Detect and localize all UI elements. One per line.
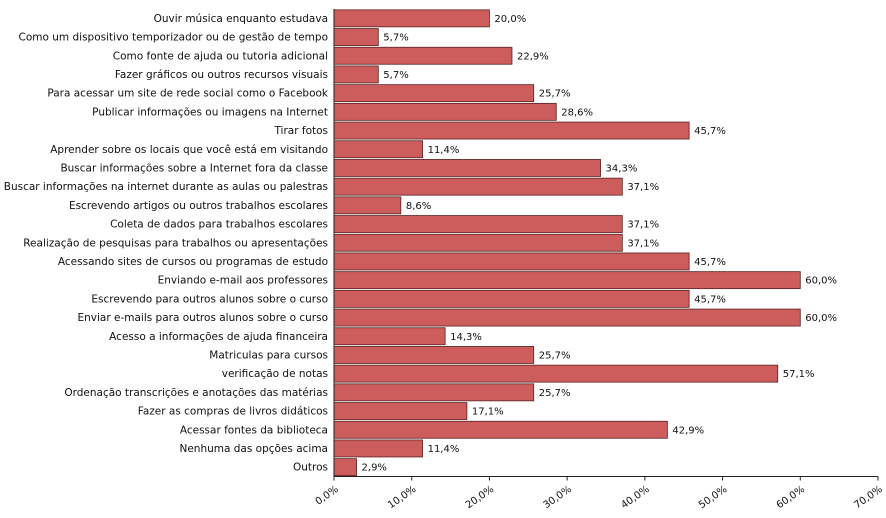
data-label: 2,9% [362, 463, 387, 474]
bar [333, 177, 623, 196]
data-label: 11,4% [428, 444, 460, 455]
data-label: 20,0% [494, 14, 526, 25]
data-label: 25,7% [539, 89, 571, 100]
bar [333, 458, 357, 477]
data-label: 60,0% [805, 313, 837, 324]
data-label: 22,9% [517, 51, 549, 62]
x-tick-label: 60,0% [775, 484, 807, 511]
bar [333, 271, 801, 290]
x-tick-label: 20,0% [464, 484, 496, 511]
category-label: Publicar informações ou imagens na Inter… [92, 106, 328, 118]
category-label: Nenhuma das opções acima [179, 443, 328, 455]
bar [333, 140, 423, 159]
category-label: Ordenação transcrições e anotações das m… [64, 387, 328, 399]
bar [333, 364, 779, 383]
category-label: Para acessar um site de rede social como… [47, 88, 329, 100]
data-label: 14,3% [450, 332, 482, 343]
bar [333, 159, 601, 177]
category-label: Acessar fontes da biblioteca [180, 424, 328, 436]
x-tick-label: 50,0% [697, 484, 729, 511]
category-label: Coleta de dados para trabalhos escolares [110, 219, 328, 231]
category-label: Buscar informações sobre a Internet fora… [60, 162, 328, 174]
data-label: 37,1% [627, 220, 659, 231]
x-tick-label: 30,0% [542, 484, 574, 511]
bar [333, 46, 513, 65]
bar [333, 252, 690, 271]
bar [333, 327, 446, 346]
bar [333, 308, 801, 327]
x-tick-label: 10,0% [386, 484, 418, 511]
data-label: 34,3% [606, 163, 638, 174]
category-label: Escrevendo para outros alunos sobre o cu… [91, 293, 328, 305]
bar [333, 9, 490, 28]
category-label: verificação de notas [222, 368, 328, 380]
bar [333, 439, 423, 458]
data-label: 42,9% [672, 425, 704, 436]
data-label: 45,7% [694, 126, 726, 137]
x-tick-label: 40,0% [619, 484, 651, 511]
data-label: 57,1% [783, 369, 815, 380]
data-label: 37,1% [627, 182, 659, 193]
category-label: Acesso a informações de ajuda financeira [109, 331, 328, 343]
category-label: Enviando e-mail aos professores [158, 275, 328, 287]
data-label: 45,7% [694, 294, 726, 305]
category-label: Fazer as compras de livros didáticos [138, 406, 328, 418]
x-tick-label: 0,0% [314, 484, 341, 508]
bar [333, 402, 468, 420]
category-label: Como fonte de ajuda ou tutoria adicional [113, 50, 328, 62]
data-label: 37,1% [627, 238, 659, 249]
category-label: Realização de pesquisas para trabalhos o… [23, 237, 328, 249]
bar [333, 65, 379, 84]
category-label: Como um dispositivo temporizador ou de g… [19, 32, 328, 44]
bar [333, 121, 690, 140]
data-label: 25,7% [539, 350, 571, 361]
bar [333, 196, 402, 215]
data-label: 11,4% [428, 145, 460, 156]
category-label: Fazer gráficos ou outros recursos visuai… [115, 69, 328, 81]
category-label: Acessando sites de cursos ou programas d… [58, 256, 328, 268]
data-label: 45,7% [694, 257, 726, 268]
data-label: 17,1% [472, 407, 504, 418]
category-label: Tirar fotos [273, 125, 328, 137]
labels-layer: Ouvir música enquanto estudava 20,0% Como … [4, 13, 837, 474]
data-label: 5,7% [383, 70, 408, 81]
data-label: 25,7% [539, 388, 571, 399]
category-label: Outros [293, 462, 328, 474]
category-label: Ouvir música enquanto estudava [154, 13, 328, 25]
bar [333, 28, 379, 46]
bar [333, 289, 690, 308]
category-label: Matriculas para cursos [209, 349, 328, 361]
data-label: 28,6% [561, 107, 593, 118]
category-label: Buscar informações na internet durante a… [4, 181, 328, 193]
data-label: 60,0% [805, 276, 837, 287]
bar [333, 233, 623, 252]
data-label: 8,6% [406, 201, 431, 212]
bar [333, 420, 668, 439]
category-label: Enviar e-mails para outros alunos sobre … [77, 312, 328, 324]
bar [333, 215, 623, 233]
bar [333, 346, 535, 364]
bar [333, 84, 535, 103]
bar [333, 383, 535, 402]
data-label: 5,7% [383, 33, 408, 44]
x-tick-label: 70,0% [852, 484, 884, 511]
category-label: Escrevendo artigos ou outros trabalhos e… [69, 200, 328, 212]
category-label: Aprender sobre os locais que você está e… [50, 144, 328, 156]
bar [333, 102, 557, 121]
